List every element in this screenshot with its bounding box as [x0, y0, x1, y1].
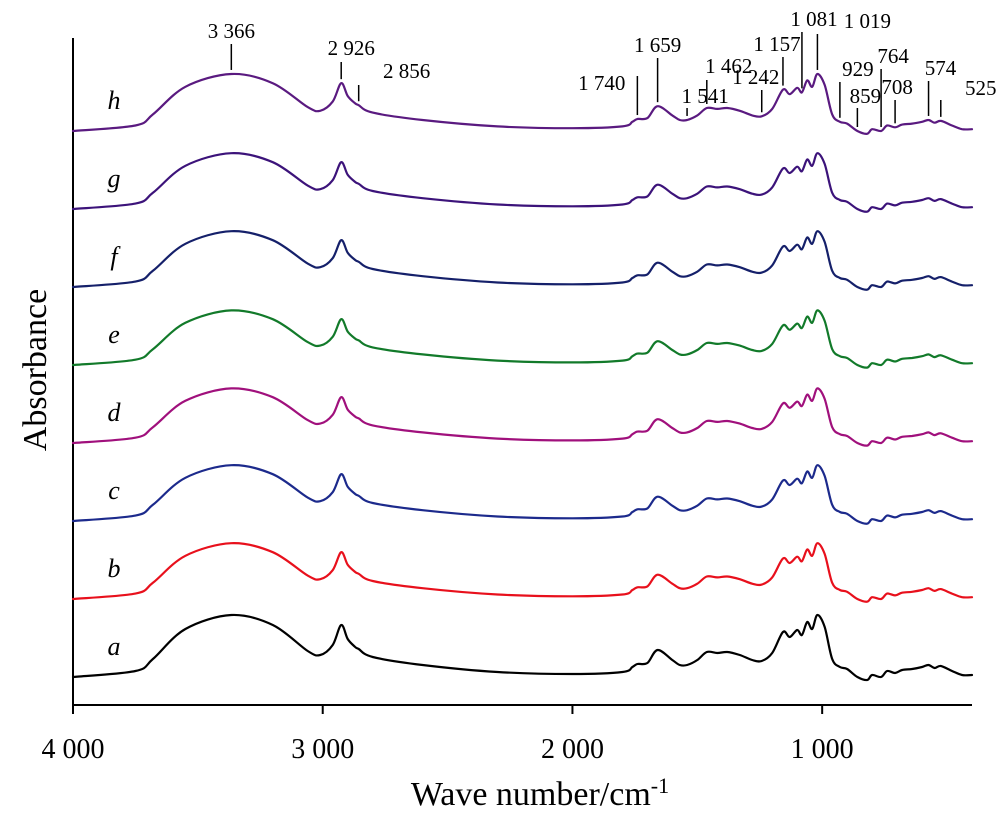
- annotation-label: 1 740: [578, 71, 625, 95]
- spectrum-e: [71, 309, 974, 369]
- curve-label-a: a: [108, 632, 121, 661]
- annotation-label: 3 366: [208, 19, 255, 43]
- curve-label-c: c: [108, 476, 120, 505]
- annotation-label: 574: [925, 56, 957, 80]
- spectrum-c: [71, 464, 974, 525]
- annotation-label: 859: [850, 84, 882, 108]
- x-tick-label: 3 000: [291, 734, 354, 765]
- annotation-label: 2 926: [328, 36, 375, 60]
- spectrum-b: [71, 542, 974, 603]
- annotation-label: 708: [881, 75, 913, 99]
- annotation-label: 1 081: [790, 7, 837, 31]
- annotation-label: 525: [965, 76, 997, 100]
- x-tick-label: 4 000: [42, 734, 105, 765]
- annotation-label: 1 019: [844, 9, 891, 33]
- axes: [72, 38, 972, 706]
- annotation-label: 1 157: [753, 32, 800, 56]
- spectrum-d: [71, 387, 974, 447]
- curve-label-d: d: [108, 398, 122, 427]
- annotation-label: 1 659: [634, 33, 681, 57]
- x-tick-label: 2 000: [541, 734, 604, 765]
- curve-label-e: e: [108, 320, 120, 349]
- x-axis-title-main: Wave number/cm: [411, 776, 651, 813]
- x-ticks: 4 000 3 000 2 000 1 000: [42, 705, 854, 765]
- spectrum-g: [71, 152, 974, 213]
- annotation-label: 1 462: [705, 54, 752, 78]
- x-tick-label: 1 000: [791, 734, 854, 765]
- curve-label-h: h: [108, 86, 121, 115]
- annotation-label: 1 541: [681, 84, 728, 108]
- y-axis-title: Absorbance: [17, 289, 54, 451]
- spectrum-f: [71, 230, 974, 291]
- curve-label-b: b: [108, 554, 121, 583]
- curve-label-g: g: [108, 164, 121, 193]
- spectra: [71, 72, 974, 682]
- annotation-label: 929: [842, 57, 874, 81]
- annotation-label: 2 856: [383, 59, 430, 83]
- x-axis-title-superscript: -1: [651, 773, 669, 798]
- annotation-label: 1 242: [732, 65, 779, 89]
- spectrum-h: [71, 72, 974, 135]
- spectrum-a: [71, 613, 974, 682]
- annotation-label: 764: [877, 44, 909, 68]
- x-axis-title: Wave number/cm-1: [411, 773, 669, 814]
- curve-labels: a b c d e f g h: [108, 86, 122, 661]
- curve-label-f: f: [110, 242, 121, 271]
